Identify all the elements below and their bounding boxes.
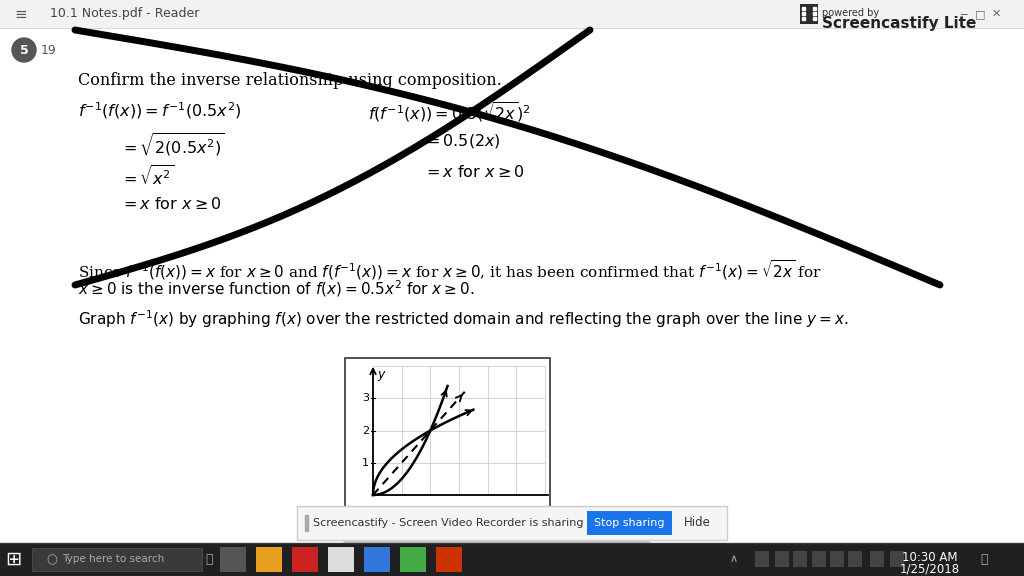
- Bar: [802, 17, 805, 20]
- Bar: [297, 506, 727, 540]
- Bar: [830, 551, 844, 567]
- Bar: [436, 547, 462, 572]
- Bar: [802, 12, 805, 15]
- Bar: [400, 547, 426, 572]
- Bar: [813, 17, 816, 20]
- Text: 5: 5: [19, 44, 29, 56]
- Text: $= 0.5(2x)$: $= 0.5(2x)$: [423, 132, 501, 150]
- Text: Confirm the inverse relationship using composition.: Confirm the inverse relationship using c…: [78, 72, 502, 89]
- Text: 🎤: 🎤: [205, 553, 213, 566]
- Bar: [220, 547, 246, 572]
- Bar: [812, 551, 826, 567]
- Bar: [32, 548, 202, 571]
- Text: □: □: [975, 9, 985, 19]
- Text: Screencastify - Screen Video Recorder is sharing your screen.: Screencastify - Screen Video Recorder is…: [313, 518, 656, 528]
- Bar: [364, 547, 390, 572]
- Text: ⊞: ⊞: [5, 550, 22, 569]
- Text: $f^{-1}(f(x)) = f^{-1}(0.5x^2)$: $f^{-1}(f(x)) = f^{-1}(0.5x^2)$: [78, 100, 242, 121]
- Text: ≡: ≡: [14, 6, 27, 21]
- Bar: [292, 547, 318, 572]
- Bar: [345, 358, 550, 513]
- Text: 🔔: 🔔: [980, 553, 987, 566]
- Text: ─: ─: [961, 9, 967, 19]
- Text: Screencastify Lite: Screencastify Lite: [822, 16, 976, 31]
- Text: 1: 1: [362, 458, 369, 468]
- Text: ∧: ∧: [730, 555, 738, 564]
- Text: Type here to search: Type here to search: [62, 555, 164, 564]
- Text: y: y: [377, 368, 384, 381]
- Text: 2: 2: [361, 426, 369, 435]
- Text: 3: 3: [362, 393, 369, 403]
- Bar: [0, 543, 1024, 576]
- Text: $= x\ \mathrm{for}\ x \geq 0$: $= x\ \mathrm{for}\ x \geq 0$: [120, 196, 221, 212]
- Text: 1/25/2018: 1/25/2018: [900, 563, 961, 576]
- Bar: [848, 551, 862, 567]
- Bar: [813, 7, 816, 10]
- Text: ✕: ✕: [992, 9, 1001, 19]
- Bar: [755, 551, 769, 567]
- Bar: [870, 551, 884, 567]
- Text: ○: ○: [46, 553, 57, 566]
- Bar: [793, 551, 807, 567]
- Bar: [587, 511, 672, 535]
- Text: $= \sqrt{x^2}$: $= \sqrt{x^2}$: [120, 164, 174, 188]
- Bar: [890, 551, 904, 567]
- Bar: [256, 547, 282, 572]
- Bar: [775, 551, 790, 567]
- Text: powered by: powered by: [822, 8, 880, 18]
- Bar: [802, 7, 805, 10]
- Text: Stop sharing: Stop sharing: [594, 518, 665, 528]
- Text: Hide: Hide: [684, 517, 711, 529]
- Text: 19: 19: [41, 44, 56, 56]
- Bar: [328, 547, 354, 572]
- Text: $x \geq 0$ is the inverse function of $f(x) = 0.5x^2$ for $x \geq 0$.: $x \geq 0$ is the inverse function of $f…: [78, 278, 475, 299]
- Circle shape: [12, 38, 36, 62]
- Text: 10.1 Notes.pdf - Reader: 10.1 Notes.pdf - Reader: [50, 7, 200, 21]
- Bar: [0, 0, 1024, 28]
- Text: Since $f^{-1}(f(x)) = x$ for $x \geq 0$ and $f(f^{-1}(x)) = x$ for $x \geq 0$, i: Since $f^{-1}(f(x)) = x$ for $x \geq 0$ …: [78, 258, 822, 282]
- Text: 10:30 AM: 10:30 AM: [902, 551, 957, 564]
- Text: $f(f^{-1}(x)) = 0.5(\sqrt{2x})^2$: $f(f^{-1}(x)) = 0.5(\sqrt{2x})^2$: [368, 100, 530, 124]
- Text: $= x\ \mathrm{for}\ x \geq 0$: $= x\ \mathrm{for}\ x \geq 0$: [423, 164, 524, 180]
- Text: Graph $f^{-1}(x)$ by graphing $f(x)$ over the restricted domain and reflecting t: Graph $f^{-1}(x)$ by graphing $f(x)$ ove…: [78, 308, 848, 329]
- Bar: [813, 12, 816, 15]
- Text: $= \sqrt{2(0.5x^2)}$: $= \sqrt{2(0.5x^2)}$: [120, 132, 224, 159]
- Bar: [305, 515, 308, 531]
- Bar: [800, 4, 818, 24]
